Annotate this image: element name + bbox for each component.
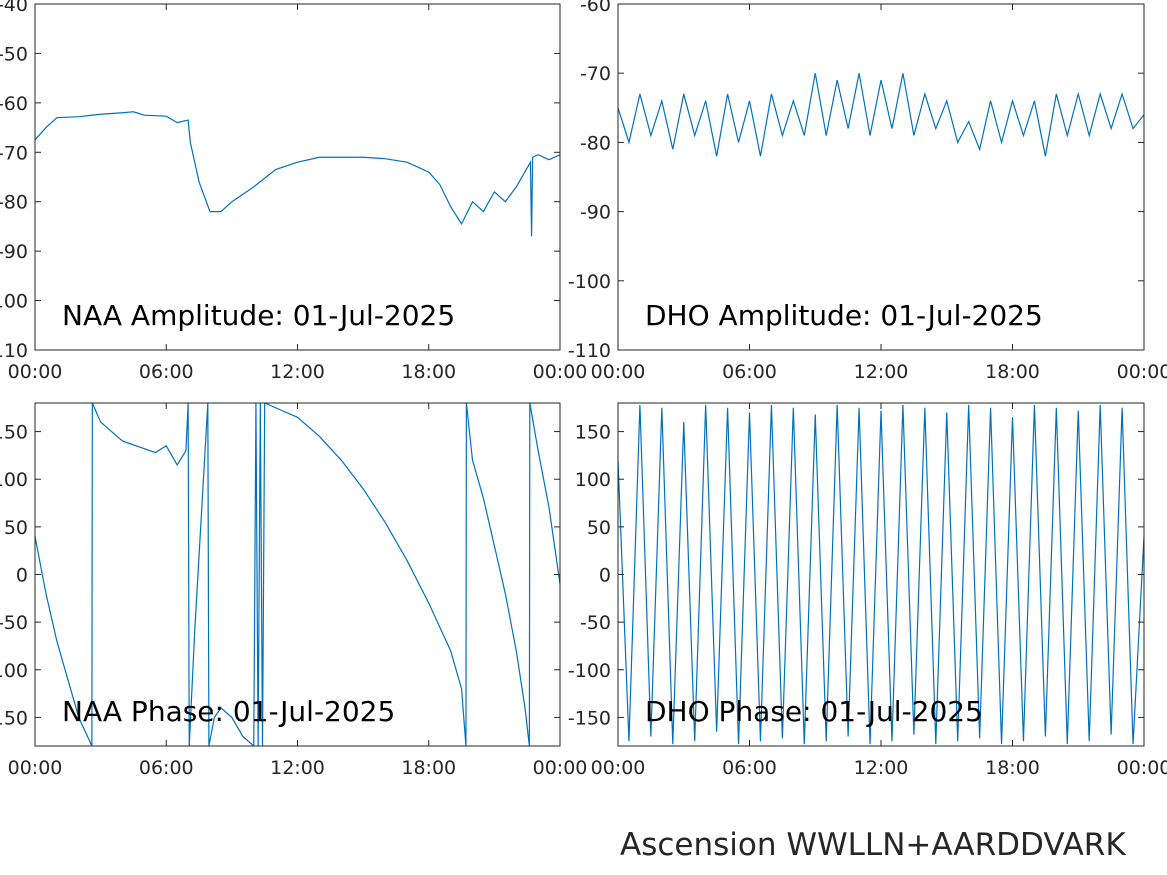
y-tick-label: -110 xyxy=(568,340,611,362)
x-tick-label: 00:00 xyxy=(8,757,63,779)
data-line xyxy=(35,111,560,237)
x-tick-label: 06:00 xyxy=(722,361,777,383)
x-tick-label: 00:00 xyxy=(591,757,646,779)
x-tick-label: 00:00 xyxy=(591,361,646,383)
y-tick-label: 100 xyxy=(575,469,611,491)
plot-area xyxy=(618,4,1144,350)
y-tick-label: -100 xyxy=(568,660,611,682)
y-tick-label: 100 xyxy=(0,469,28,491)
y-tick-label: -150 xyxy=(0,707,28,729)
plot-data xyxy=(618,404,1144,745)
panel-title: NAA Phase: 01-Jul-2025 xyxy=(62,695,395,728)
y-tick-label: 0 xyxy=(599,565,611,587)
footer-text: Ascension WWLLN+AARDDVARK xyxy=(620,827,1126,863)
y-tick-label: -50 xyxy=(580,612,611,634)
y-tick-label: -40 xyxy=(0,0,28,16)
y-tick-label: -70 xyxy=(580,63,611,85)
y-tick-label: -150 xyxy=(568,707,611,729)
data-line xyxy=(618,404,1144,745)
plot-area xyxy=(35,4,560,350)
x-tick-label: 12:00 xyxy=(854,361,909,383)
y-tick-label: 0 xyxy=(16,565,28,587)
y-tick-label: 150 xyxy=(575,422,611,444)
x-tick-label: 18:00 xyxy=(985,757,1040,779)
x-tick-label: 12:00 xyxy=(854,757,909,779)
x-tick-label: 12:00 xyxy=(270,757,325,779)
plot-data xyxy=(35,111,560,237)
x-tick-label: 06:00 xyxy=(139,757,194,779)
x-tick-label: 00:00 xyxy=(533,361,588,383)
y-tick-label: -50 xyxy=(0,612,28,634)
y-tick-label: -100 xyxy=(0,660,28,682)
y-tick-label: 50 xyxy=(4,517,28,539)
x-tick-label: 00:00 xyxy=(1117,757,1167,779)
x-tick-label: 18:00 xyxy=(401,361,456,383)
x-tick-label: 00:00 xyxy=(1117,361,1167,383)
x-tick-label: 18:00 xyxy=(401,757,456,779)
x-tick-label: 06:00 xyxy=(722,757,777,779)
y-tick-label: -100 xyxy=(0,291,28,313)
y-tick-label: -90 xyxy=(0,241,28,263)
y-tick-label: 50 xyxy=(587,517,611,539)
y-tick-label: -60 xyxy=(0,93,28,115)
y-tick-label: -80 xyxy=(0,192,28,214)
y-tick-label: -60 xyxy=(580,0,611,16)
plot-area xyxy=(618,403,1144,746)
y-tick-label: -110 xyxy=(0,340,28,362)
x-tick-label: 06:00 xyxy=(139,361,194,383)
x-tick-label: 12:00 xyxy=(270,361,325,383)
panel-title: DHO Phase: 01-Jul-2025 xyxy=(645,695,983,728)
plot-data xyxy=(35,403,560,746)
x-tick-label: 18:00 xyxy=(985,361,1040,383)
y-tick-label: -50 xyxy=(0,43,28,65)
data-line xyxy=(35,403,560,746)
plot-data xyxy=(618,73,1144,157)
y-tick-label: -70 xyxy=(0,142,28,164)
y-tick-label: 150 xyxy=(0,422,28,444)
x-tick-label: 00:00 xyxy=(8,361,63,383)
y-tick-label: -80 xyxy=(580,132,611,154)
x-tick-label: 00:00 xyxy=(533,757,588,779)
data-line xyxy=(618,73,1144,157)
y-tick-label: -100 xyxy=(568,271,611,293)
panel-title: DHO Amplitude: 01-Jul-2025 xyxy=(645,299,1043,332)
panel-title: NAA Amplitude: 01-Jul-2025 xyxy=(62,299,455,332)
y-tick-label: -90 xyxy=(580,202,611,224)
